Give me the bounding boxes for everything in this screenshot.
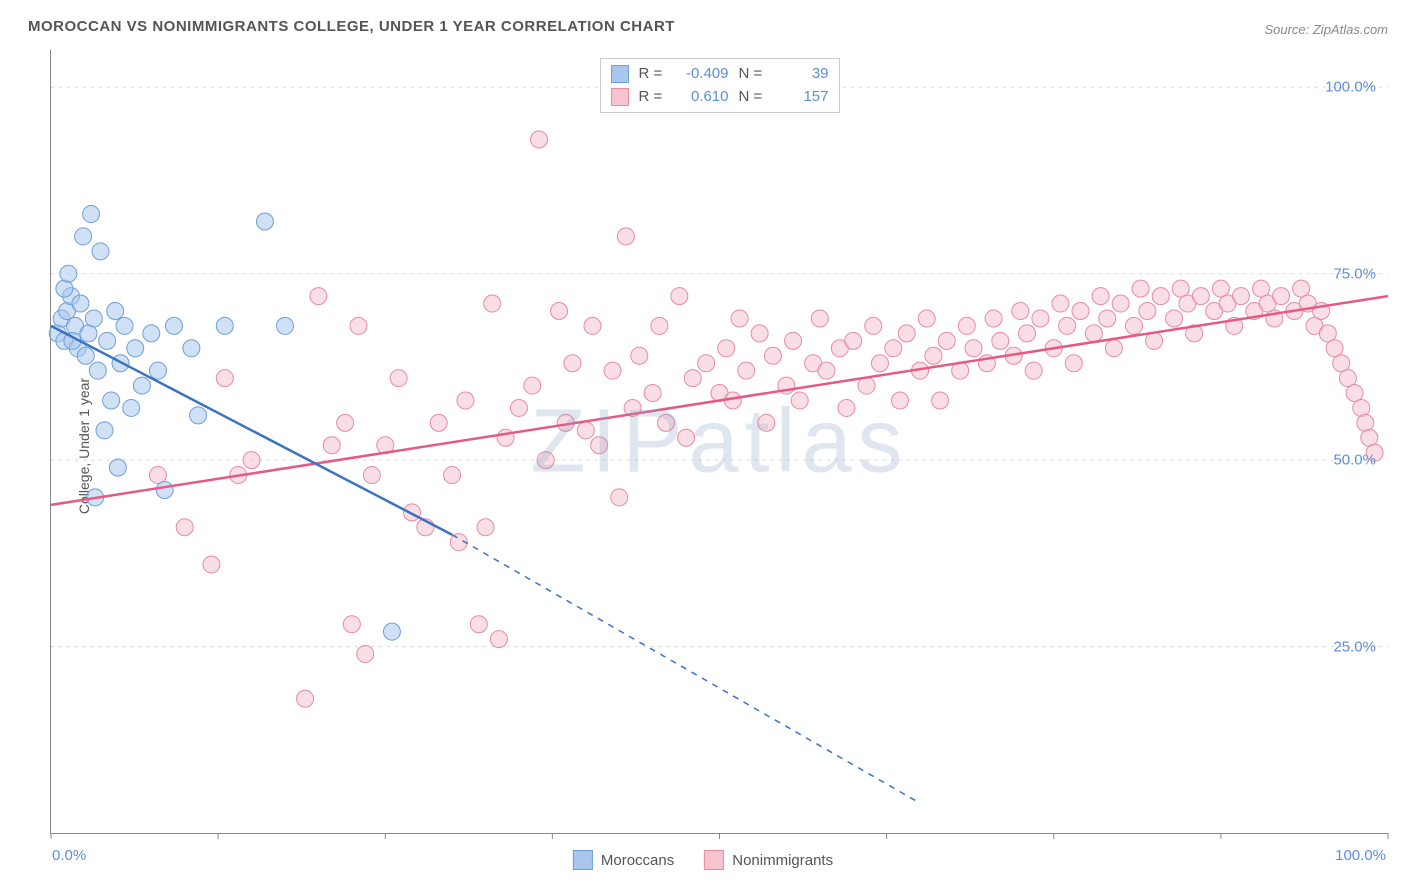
swatch-moroccans-icon [611, 65, 629, 83]
swatch-moroccans-icon [573, 850, 593, 870]
chart-title: MOROCCAN VS NONIMMIGRANTS COLLEGE, UNDER… [28, 18, 675, 35]
plot-area: ZIPatlas R = -0.409 N = 39 R = 0.610 N =… [50, 50, 1388, 834]
r-value-nonimmigrants: 0.610 [675, 86, 729, 109]
y-tick-label: 75.0% [1333, 265, 1376, 282]
r-label: R = [639, 63, 665, 86]
n-label: N = [739, 63, 765, 86]
correlation-legend: R = -0.409 N = 39 R = 0.610 N = 157 [600, 58, 840, 113]
legend-label-nonimmigrants: Nonimmigrants [732, 852, 833, 869]
correlation-row-moroccans: R = -0.409 N = 39 [611, 63, 829, 86]
swatch-nonimmigrants-icon [704, 850, 724, 870]
legend-item-moroccans: Moroccans [573, 850, 674, 870]
n-value-moroccans: 39 [775, 63, 829, 86]
n-label: N = [739, 86, 765, 109]
source-attribution: Source: ZipAtlas.com [1264, 22, 1388, 37]
legend-item-nonimmigrants: Nonimmigrants [704, 850, 833, 870]
r-label: R = [639, 86, 665, 109]
x-axis-min-label: 0.0% [52, 847, 86, 864]
scatter-svg [51, 50, 1388, 833]
swatch-nonimmigrants-icon [611, 88, 629, 106]
correlation-row-nonimmigrants: R = 0.610 N = 157 [611, 86, 829, 109]
y-tick-label: 25.0% [1333, 638, 1376, 655]
legend-label-moroccans: Moroccans [601, 852, 674, 869]
n-value-nonimmigrants: 157 [775, 86, 829, 109]
x-axis-max-label: 100.0% [1335, 847, 1386, 864]
y-tick-label: 50.0% [1333, 452, 1376, 469]
series-legend: Moroccans Nonimmigrants [573, 850, 833, 870]
y-tick-label: 100.0% [1325, 79, 1376, 96]
r-value-moroccans: -0.409 [675, 63, 729, 86]
